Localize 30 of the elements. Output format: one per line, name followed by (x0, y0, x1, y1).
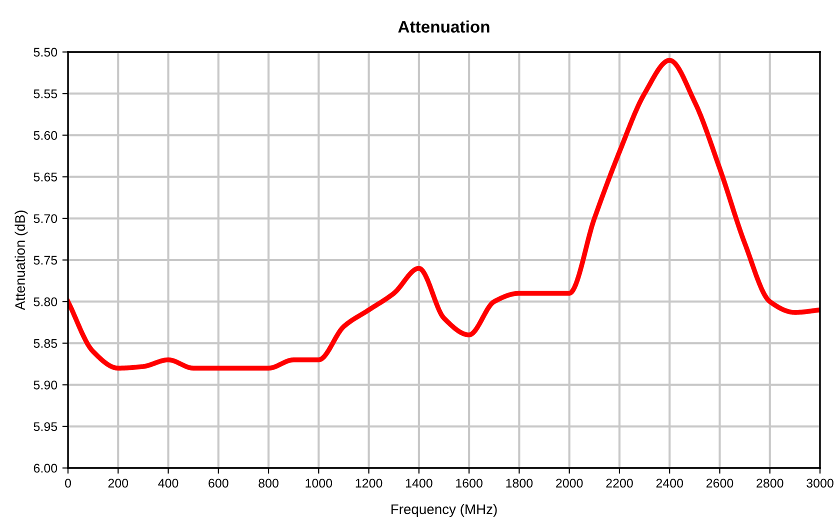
x-tick-label: 600 (208, 478, 228, 488)
x-tick-label: 2800 (756, 478, 784, 488)
x-tick-label: 1000 (306, 478, 332, 488)
x-tick-label: 3000 (806, 478, 834, 488)
y-tick-label: 5.70 (34, 214, 58, 224)
x-axis-title: Frequency (MHz) (392, 504, 497, 517)
x-tick-label: 2600 (706, 478, 734, 488)
x-tick-label: 0 (65, 478, 71, 488)
y-tick-label: 5.90 (34, 380, 58, 390)
y-axis-title: Attenuation (dB) (14, 210, 28, 310)
x-tick-label: 1200 (356, 478, 382, 488)
x-tick-label: 2000 (556, 478, 583, 488)
y-tick-label: 5.55 (34, 90, 58, 98)
x-tick-label: 200 (108, 478, 128, 488)
y-tick-label: 5.75 (34, 256, 58, 265)
x-tick-label: 800 (258, 478, 278, 488)
y-tick-label: 5.65 (34, 172, 58, 182)
x-tick-label: 1800 (506, 478, 533, 488)
chart-title: Attenuation (398, 20, 490, 33)
x-tick-label: 1400 (406, 478, 432, 488)
x-tick-label: 2400 (656, 478, 684, 488)
y-tick-label: 5.60 (34, 131, 58, 140)
y-tick-label: 5.95 (34, 422, 58, 432)
y-tick-label: 5.85 (34, 339, 58, 348)
x-tick-label: 1600 (456, 478, 482, 488)
x-tick-label: 400 (158, 478, 178, 488)
y-tick-label: 6.00 (34, 464, 58, 473)
x-tick-label: 2200 (606, 478, 633, 488)
y-tick-label: 5.80 (34, 297, 58, 306)
y-tick-label: 5.50 (34, 48, 58, 57)
